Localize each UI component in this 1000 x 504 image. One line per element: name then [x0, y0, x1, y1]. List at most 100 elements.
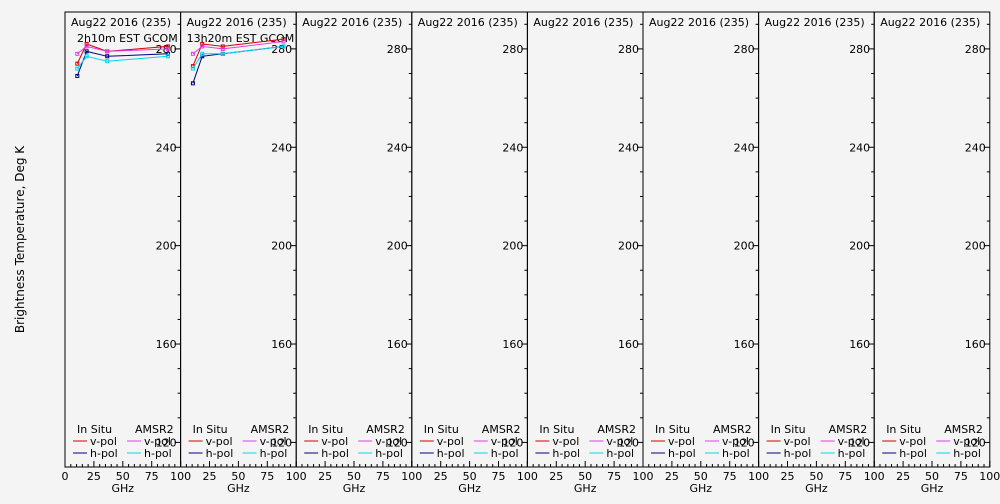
data-point	[84, 49, 89, 54]
y-tick-label: 160	[387, 338, 408, 351]
legend-amsr2-title: AMSR2	[829, 423, 868, 436]
legend-label: h-pol	[375, 447, 403, 460]
x-tick-label: 25	[781, 470, 795, 483]
x-tick-label: 25	[203, 470, 217, 483]
y-tick-label: 280	[849, 43, 870, 56]
y-tick-label: 160	[734, 338, 755, 351]
y-tick-label: 120	[502, 436, 523, 449]
legend-label: v-pol	[722, 435, 749, 448]
data-point	[220, 46, 225, 51]
legend-label: h-pol	[722, 447, 750, 460]
x-tick-label: 25	[87, 470, 101, 483]
panel-title: Aug22 2016 (235)	[880, 16, 980, 29]
legend-label: h-pol	[260, 447, 288, 460]
panel-3: Aug22 2016 (235) 120 160 200 240 280 25 50 75 100…	[295, 11, 422, 495]
y-tick-label: 240	[965, 141, 986, 154]
panel-7: Aug22 2016 (235) 120 160 200 240 280 25 50 75 100…	[758, 11, 885, 495]
y-tick-label: 200	[965, 240, 986, 253]
data-point	[220, 51, 225, 56]
legend-label: h-pol	[953, 447, 981, 460]
data-point	[200, 41, 205, 46]
panel-title: Aug22 2016 (235)	[71, 16, 171, 29]
legend-label: h-pol	[668, 447, 696, 460]
x-tick-label: 100	[748, 470, 769, 483]
series-line	[76, 45, 168, 55]
panel-title: Aug22 2016 (235)	[533, 16, 633, 29]
y-tick-label: 120	[734, 436, 755, 449]
data-point	[105, 59, 110, 64]
legend-label: h-pol	[491, 447, 519, 460]
y-tick-label: 240	[502, 141, 523, 154]
panel-5: Aug22 2016 (235) 120 160 200 240 280 25 50 75 100…	[526, 11, 654, 495]
panel-title: Aug22 2016 (235)	[187, 16, 287, 29]
y-tick-label: 200	[849, 240, 870, 253]
y-tick-label: 160	[849, 338, 870, 351]
x-tick-label: 25	[434, 470, 448, 483]
y-tick-label: 200	[734, 240, 755, 253]
legend-label: v-pol	[606, 435, 633, 448]
data-point	[190, 66, 195, 71]
legend-label: v-pol	[784, 435, 811, 448]
data-point	[75, 73, 80, 78]
y-tick-label: 160	[502, 338, 523, 351]
y-tick-label: 240	[849, 141, 870, 154]
y-tick-label: 160	[271, 338, 292, 351]
panel-2: Aug22 2016 (235) 13h20m EST GCOM 120 160 200…	[180, 11, 307, 495]
x-axis-label: GHz	[112, 482, 135, 495]
y-tick-label: 200	[271, 240, 292, 253]
legend-label: v-pol	[375, 435, 402, 448]
legend-label: v-pol	[838, 435, 865, 448]
panel-6: Aug22 2016 (235) 120 160 200 240 280 25 50 75 100…	[642, 11, 769, 495]
data-point	[75, 51, 80, 56]
legend-insitu-title: In Situ	[193, 423, 228, 436]
x-axis-label: GHz	[458, 482, 481, 495]
legend-amsr2-title: AMSR2	[366, 423, 405, 436]
x-axis-label: GHz	[227, 482, 250, 495]
y-tick-label: 200	[387, 240, 408, 253]
data-point	[281, 39, 286, 44]
y-tick-label: 280	[734, 43, 755, 56]
x-tick-label: 50	[694, 470, 708, 483]
panel-1: Aug22 2016 (235) 2h10m EST GCOM 120 160 200 2…	[62, 11, 191, 495]
x-tick-label: 100	[633, 470, 654, 483]
data-point	[200, 44, 205, 49]
legend-insitu-title: In Situ	[308, 423, 343, 436]
x-tick-label: 25	[896, 470, 910, 483]
y-tick-label: 160	[618, 338, 639, 351]
legend-label: h-pol	[784, 447, 812, 460]
y-axis-label: Brightness Temperature, Deg K	[13, 145, 27, 333]
y-tick-label: 200	[618, 240, 639, 253]
series-line	[192, 41, 284, 55]
y-tick-label: 240	[271, 141, 292, 154]
x-tick-label: 100	[979, 470, 1000, 483]
legend-label: h-pol	[321, 447, 349, 460]
x-tick-label: 50	[809, 470, 823, 483]
x-axis-label: GHz	[690, 482, 713, 495]
y-tick-label: 200	[502, 240, 523, 253]
y-tick-label: 280	[271, 43, 292, 56]
legend-label: v-pol	[321, 435, 348, 448]
data-point	[220, 44, 225, 49]
series-line	[76, 43, 168, 64]
x-tick-label: 50	[463, 470, 477, 483]
panel-title: Aug22 2016 (235)	[418, 16, 518, 29]
legend-label: h-pol	[437, 447, 465, 460]
legend-insitu-title: In Situ	[886, 423, 921, 436]
panel-title: Aug22 2016 (235)	[765, 16, 865, 29]
x-tick-label: 100	[286, 470, 307, 483]
data-point	[75, 61, 80, 66]
legend-label: h-pol	[552, 447, 580, 460]
legend-amsr2-title: AMSR2	[944, 423, 983, 436]
x-axis-label: GHz	[343, 482, 366, 495]
panel-subtitle: 13h20m EST GCOM	[187, 32, 295, 45]
y-tick-label: 120	[387, 436, 408, 449]
x-tick-label: 75	[145, 470, 159, 483]
x-tick-label: 75	[376, 470, 390, 483]
x-tick-label: 100	[517, 470, 538, 483]
legend-label: v-pol	[552, 435, 579, 448]
legend-label: v-pol	[206, 435, 233, 448]
x-tick-label: 50	[578, 470, 592, 483]
data-point	[105, 49, 110, 54]
y-tick-label: 160	[965, 338, 986, 351]
